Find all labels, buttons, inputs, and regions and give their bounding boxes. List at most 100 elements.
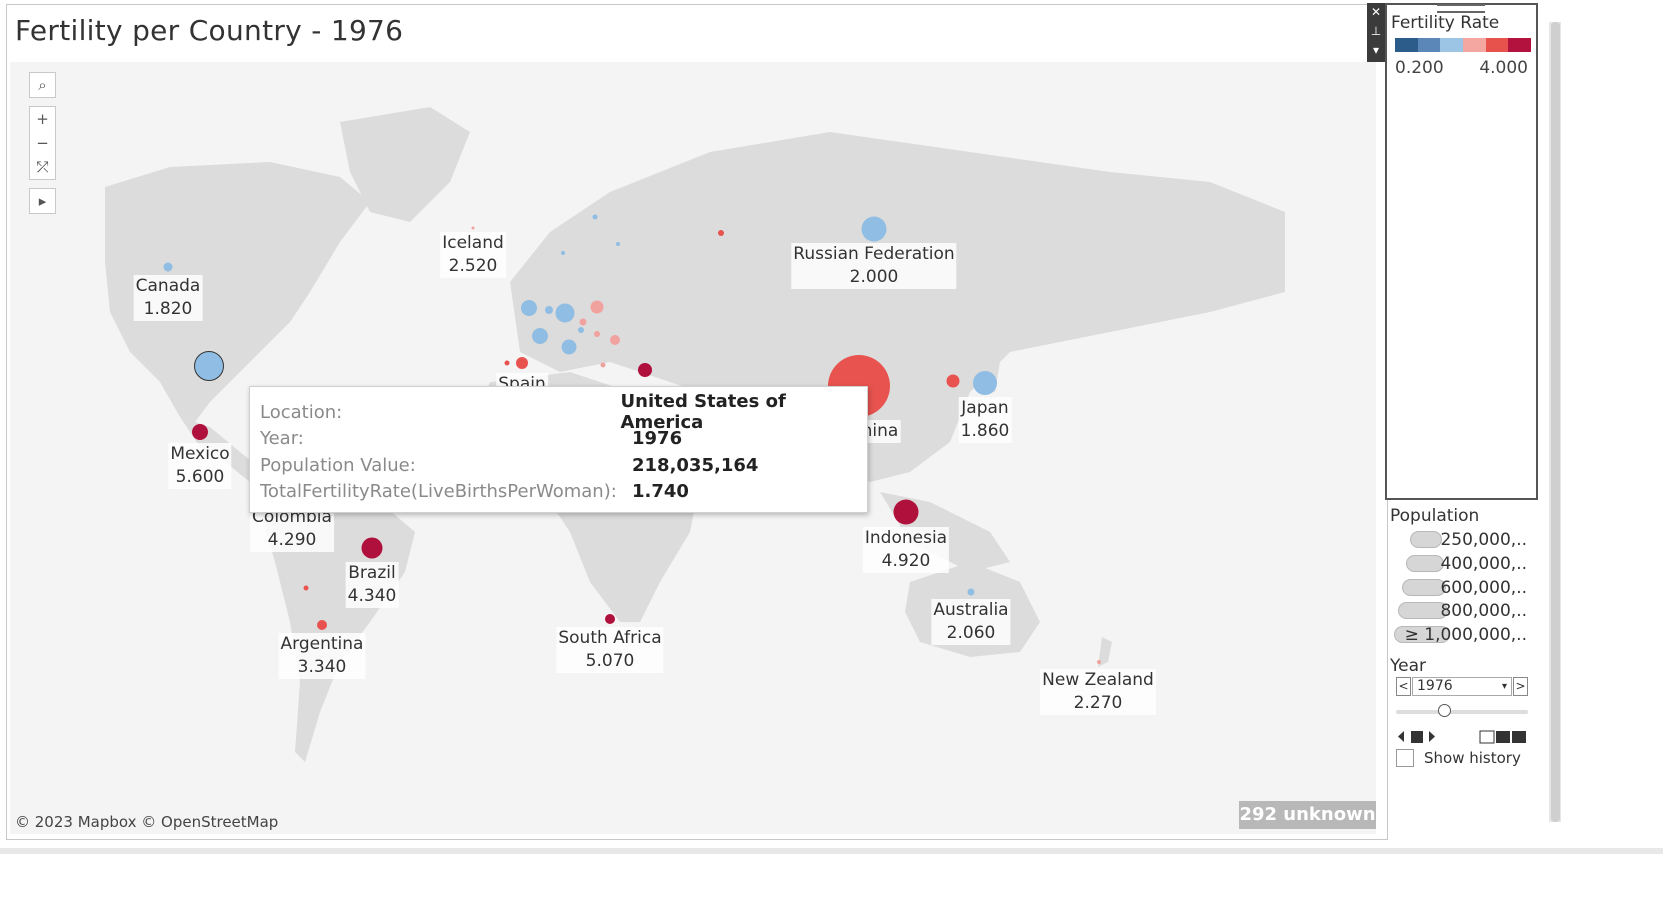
mark-czech[interactable] xyxy=(578,327,584,333)
ramp-step xyxy=(1463,38,1486,52)
map-attribution[interactable]: © 2023 Mapbox © OpenStreetMap xyxy=(15,813,279,831)
mark-russia[interactable] xyxy=(861,216,887,242)
mark-turkey[interactable] xyxy=(638,363,652,377)
mark-finland[interactable] xyxy=(616,242,620,246)
year-filter-control: < 1976 ▾ > xyxy=(1396,677,1528,696)
mark-portugal[interactable] xyxy=(504,360,510,366)
mark-greece[interactable] xyxy=(600,362,606,368)
ramp-step xyxy=(1485,38,1509,52)
mark-japan[interactable] xyxy=(973,371,997,395)
unknown-count-badge[interactable]: 292 unknown xyxy=(1239,801,1376,829)
mark-mexico[interactable] xyxy=(192,424,208,440)
label-japan-value: 1.860 xyxy=(960,421,1010,441)
reset-map-icon[interactable]: ⤱ xyxy=(36,158,49,176)
expand-icon[interactable]: ▸ xyxy=(38,192,47,210)
mark-argentina[interactable] xyxy=(317,620,327,630)
mark-romania[interactable] xyxy=(610,335,620,345)
tooltip-key: TotalFertilityRate(LiveBirthsPerWoman): xyxy=(260,481,617,503)
ramp-step xyxy=(1440,38,1464,52)
mark-hungary[interactable] xyxy=(579,318,587,326)
label-argentina-name: Argentina xyxy=(280,634,364,654)
mark-indonesia[interactable] xyxy=(893,499,919,525)
size-legend-item[interactable]: 400,000,.. xyxy=(1393,554,1533,574)
mark-france[interactable] xyxy=(532,328,548,344)
land-new-zealand xyxy=(1098,637,1112,667)
land-north-america xyxy=(105,162,370,422)
size-swatch xyxy=(1402,579,1446,596)
speed-fast-icon[interactable] xyxy=(1512,731,1526,743)
mark-italy[interactable] xyxy=(561,339,577,355)
size-legend-item[interactable]: ≥ 1,000,000,.. xyxy=(1393,625,1533,645)
mark-benelux[interactable] xyxy=(545,306,553,314)
expand-toolbar-button[interactable]: ▸ xyxy=(29,188,56,214)
year-filter-title: Year xyxy=(1390,656,1426,676)
mark-korea[interactable] xyxy=(946,374,960,388)
back-icon[interactable] xyxy=(1398,731,1404,742)
year-slider-handle[interactable] xyxy=(1438,704,1451,717)
label-canada-name: Canada xyxy=(135,276,201,296)
mark-usa[interactable] xyxy=(194,351,224,381)
map-search-tool[interactable]: ⌕ xyxy=(29,72,56,98)
speed-slow-icon[interactable] xyxy=(1479,730,1495,744)
forward-icon[interactable] xyxy=(1429,731,1435,742)
year-slider-track[interactable] xyxy=(1396,710,1528,714)
mark-germany[interactable] xyxy=(555,303,575,323)
stop-icon[interactable] xyxy=(1411,731,1423,743)
year-next-button[interactable]: > xyxy=(1513,677,1528,696)
label-indonesia-value: 4.920 xyxy=(881,551,931,571)
playback-controls xyxy=(1396,729,1528,749)
show-history-checkbox[interactable] xyxy=(1396,749,1414,767)
label-south-africa-value: 5.070 xyxy=(585,651,635,671)
year-dropdown[interactable]: 1976 ▾ xyxy=(1412,677,1512,696)
zoom-out-button[interactable]: − xyxy=(36,134,49,152)
label-australia: Australia 2.060 xyxy=(931,599,1011,645)
close-icon[interactable]: ✕ xyxy=(1370,5,1382,19)
mark-canada[interactable] xyxy=(163,262,173,272)
year-prev-button[interactable]: < xyxy=(1396,677,1411,696)
mark-sweden[interactable] xyxy=(592,214,598,220)
mark-poland[interactable] xyxy=(590,300,604,314)
menu-caret-icon[interactable]: ▾ xyxy=(1372,43,1380,57)
vertical-scrollbar-thumb[interactable] xyxy=(1551,22,1560,822)
drag-handle-icon[interactable] xyxy=(1437,4,1485,13)
label-iceland-name: Iceland xyxy=(442,233,504,253)
size-legend-title: Population xyxy=(1390,506,1480,526)
mark-new-zealand[interactable] xyxy=(1097,660,1101,664)
label-canada: Canada 1.820 xyxy=(133,275,203,321)
mark-spain[interactable] xyxy=(516,357,528,369)
tooltip-value: 1.740 xyxy=(632,481,689,503)
search-icon[interactable]: ⌕ xyxy=(38,76,47,94)
mark-iceland[interactable] xyxy=(471,226,475,230)
mark-australia[interactable] xyxy=(967,588,975,596)
label-colombia-value: 4.290 xyxy=(267,530,317,550)
pin-icon[interactable]: ⊥ xyxy=(1370,24,1382,38)
mark-brazil[interactable] xyxy=(361,537,383,559)
mark-chile[interactable] xyxy=(303,585,309,591)
horizontal-scrollbar[interactable] xyxy=(0,848,1663,854)
tooltip-value: 1976 xyxy=(632,428,683,450)
year-dropdown-value: 1976 xyxy=(1417,678,1453,694)
size-legend-item[interactable]: 250,000,.. xyxy=(1393,530,1533,550)
zoom-in-button[interactable]: + xyxy=(36,110,49,128)
label-australia-value: 2.060 xyxy=(946,623,996,643)
mark-russia-region[interactable] xyxy=(718,230,724,236)
label-south-africa: South Africa 5.070 xyxy=(556,627,664,673)
tooltip-row: Location: United States of America xyxy=(260,391,867,433)
land-eurasia xyxy=(510,132,1285,482)
ramp-step xyxy=(1395,38,1418,52)
zoom-tools: + − ⤱ xyxy=(29,106,56,180)
ramp-step xyxy=(1508,38,1532,52)
legend-control-strip: ✕ ⊥ ▾ xyxy=(1367,3,1385,62)
mark-norway[interactable] xyxy=(561,251,565,255)
label-brazil-name: Brazil xyxy=(348,563,396,583)
size-legend-label: 250,000,.. xyxy=(1440,530,1527,550)
mark-uk[interactable] xyxy=(521,300,537,316)
size-swatch xyxy=(1406,555,1444,572)
mark-balkans[interactable] xyxy=(594,331,600,337)
speed-medium-icon[interactable] xyxy=(1496,731,1510,743)
size-legend-item[interactable]: 600,000,.. xyxy=(1393,578,1533,598)
ramp-step xyxy=(1417,38,1441,52)
size-legend-item[interactable]: 800,000,.. xyxy=(1393,601,1533,621)
color-legend-max: 4.000 xyxy=(1479,58,1528,78)
mark-south-africa[interactable] xyxy=(605,614,615,624)
